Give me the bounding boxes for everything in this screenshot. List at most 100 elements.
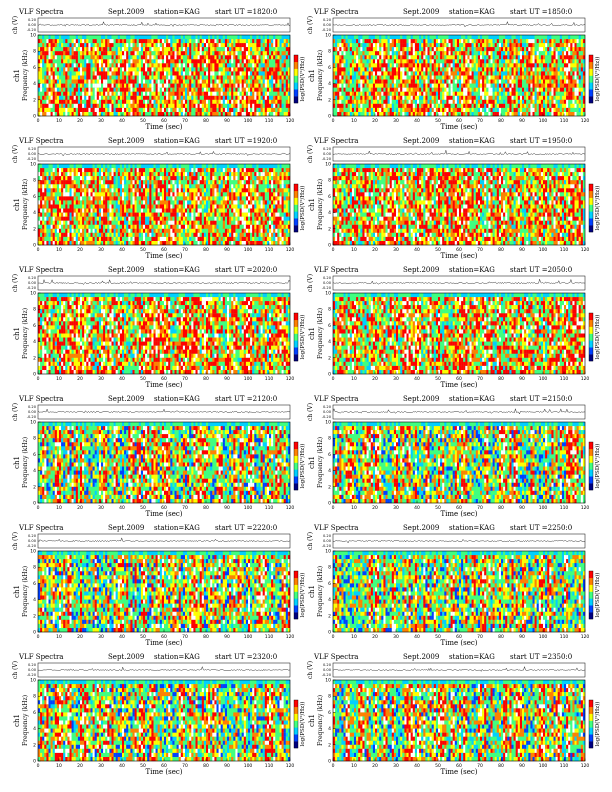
spectrogram-cell: [347, 103, 350, 108]
spectrogram-cell: [524, 39, 527, 44]
spectrogram-cell: [199, 67, 202, 72]
spectrogram-cell: [56, 39, 60, 44]
spectrogram-cell: [201, 83, 204, 88]
spectrogram-cell: [370, 71, 373, 76]
spectrogram-cell: [258, 43, 261, 48]
spectrogram-cell: [111, 75, 114, 80]
spectrogram-cell: [157, 47, 160, 52]
spectrogram-cell: [564, 63, 567, 68]
spectrogram-cell: [463, 59, 466, 64]
spectrogram-cell: [564, 71, 567, 76]
spectrogram-cell: [44, 95, 47, 100]
spectrogram-cell: [126, 59, 129, 64]
spectrogram-cell: [130, 103, 133, 108]
spectrogram-cell: [124, 75, 127, 80]
spectrogram-cell: [212, 103, 215, 108]
spectrogram-cell: [459, 95, 462, 100]
spectrogram-cell: [50, 59, 53, 64]
spectrogram-cell: [216, 43, 219, 48]
spectrogram-cell: [197, 107, 200, 113]
spectrogram-cell: [214, 47, 217, 52]
spectrogram-cell: [578, 112, 581, 117]
spectrogram-cell: [69, 75, 72, 80]
spectrogram-cell: [559, 103, 562, 108]
spectrogram-cell: [153, 47, 156, 52]
spectrogram-cell: [208, 87, 211, 92]
spectrogram-cell: [63, 112, 66, 117]
spectrogram-cell: [210, 51, 213, 56]
spectrogram-cell: [467, 103, 470, 108]
spectrogram-cell: [423, 83, 426, 88]
spectrogram-cell: [191, 51, 194, 56]
spectrogram-cell: [168, 47, 171, 52]
spectrogram-cell: [61, 75, 64, 80]
spectrogram-cell: [44, 59, 47, 64]
spectrogram-cell: [159, 107, 162, 113]
spectrogram-cell: [128, 75, 131, 80]
spectrogram-cell: [256, 87, 259, 92]
spectrogram-cell: [501, 75, 504, 80]
spectrogram-cell: [480, 99, 483, 104]
spectrogram-cell: [96, 35, 99, 40]
spectrogram-cell: [252, 43, 255, 48]
spectrogram-cell: [496, 71, 499, 76]
spectrogram-cell: [490, 59, 493, 64]
spectrogram-cell: [398, 59, 401, 64]
spectrogram-cell: [176, 107, 179, 113]
spectrogram-cell: [505, 63, 508, 68]
spectrogram-cell: [80, 112, 83, 117]
spectrogram-cell: [442, 95, 445, 100]
spectrogram-cell: [566, 83, 569, 88]
spectrogram-cell: [429, 103, 432, 108]
spectrogram-cell: [281, 107, 284, 113]
spectrogram-cell: [241, 47, 244, 52]
spectrogram-cell: [73, 107, 76, 113]
spectrogram-cell: [239, 71, 242, 76]
spectrogram-cell: [408, 83, 411, 88]
spectrogram-cell: [235, 67, 238, 72]
spectrogram-cell: [178, 79, 181, 84]
spectrogram-cell: [229, 83, 232, 88]
spectrogram-cell: [377, 47, 380, 52]
spectrogram-cell: [398, 91, 401, 96]
spectrogram-cell: [128, 79, 131, 84]
spectrogram-cell: [199, 83, 202, 88]
spectrogram-cell: [166, 107, 169, 113]
spectrogram-cell: [429, 47, 432, 52]
spectrogram-cell: [532, 47, 535, 52]
spectrogram-cell: [408, 51, 411, 56]
spectrogram-cell: [75, 91, 78, 96]
spectrogram-cell: [375, 112, 378, 117]
spectrogram-cell: [549, 87, 552, 92]
spectrogram-cell: [140, 79, 144, 84]
spectrogram-cell: [38, 188, 41, 193]
spectrogram-cell: [187, 39, 190, 44]
spectrogram-cell: [124, 91, 127, 96]
spectrogram-cell: [273, 75, 276, 80]
spectrogram-cell: [199, 55, 202, 60]
spectrogram-cell: [398, 107, 401, 113]
spectrogram-cell: [119, 71, 123, 76]
spectrogram-cell: [475, 71, 478, 76]
spectrogram-cell: [337, 43, 340, 48]
spectrogram-cell: [482, 71, 485, 76]
spectrogram-cell: [383, 39, 386, 44]
spectrogram-cell: [266, 83, 270, 88]
spectrogram-cell: [341, 59, 344, 64]
spectrogram-cell: [370, 83, 373, 88]
spectrogram-cell: [287, 63, 291, 68]
spectrogram-cell: [134, 47, 137, 52]
spectrogram-cell: [166, 99, 169, 104]
spectrogram-cell: [94, 35, 97, 40]
spectrogram-cell: [559, 39, 562, 44]
spectrogram-cell: [343, 55, 346, 60]
spectrogram-cell: [576, 39, 579, 44]
spectrogram-cell: [404, 107, 407, 113]
spectrogram-cell: [275, 63, 278, 68]
spectrogram-cell: [427, 95, 430, 100]
spectrogram-cell: [488, 99, 491, 104]
spectrogram-cell: [578, 91, 581, 96]
spectrogram-cell: [143, 91, 146, 96]
spectrogram-cell: [271, 103, 274, 108]
spectrogram-cell: [448, 112, 451, 117]
